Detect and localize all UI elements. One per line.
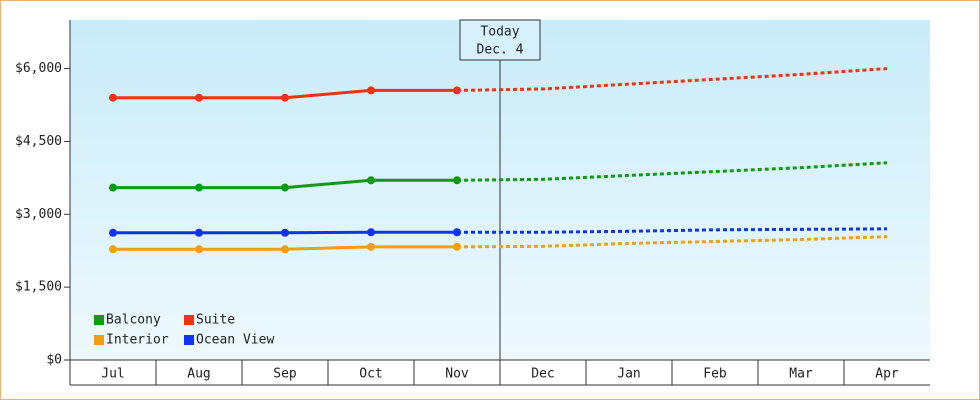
point (109, 93, 117, 102)
point (453, 228, 461, 237)
today-label: Today (480, 25, 519, 40)
point (367, 176, 375, 185)
forecast-line (456, 235, 888, 249)
point (195, 93, 203, 102)
point (281, 228, 289, 237)
y-tick-label: $1,500 (15, 280, 62, 295)
point (453, 242, 461, 251)
point (367, 228, 375, 237)
point (367, 242, 375, 251)
point (367, 86, 375, 95)
y-tick-label: $4,500 (15, 134, 62, 149)
point (109, 183, 117, 192)
x-tick-label: Jul (101, 367, 124, 382)
x-tick-label: Sep (273, 367, 297, 382)
point (195, 245, 203, 254)
legend-label: Balcony (106, 313, 161, 328)
y-tick-label: $0 (46, 353, 62, 368)
legend-label: Ocean View (196, 333, 274, 348)
point (109, 245, 117, 254)
point (109, 228, 117, 237)
legend-label: Suite (196, 313, 235, 328)
legend-swatch (184, 315, 194, 325)
x-tick-label: Apr (875, 367, 899, 382)
x-tick-label: Jan (617, 367, 640, 382)
y-tick-label: $3,000 (15, 207, 62, 222)
point (453, 86, 461, 95)
point (281, 245, 289, 254)
x-tick-label: Feb (703, 367, 727, 382)
x-tick-label: Aug (187, 367, 210, 382)
forecast-line (456, 161, 888, 182)
point (195, 183, 203, 192)
legend-label: Interior (106, 333, 169, 348)
x-tick-label: Mar (789, 367, 813, 382)
x-tick-label: Oct (359, 367, 382, 382)
today-label: Dec. 4 (477, 43, 524, 58)
point (453, 176, 461, 185)
legend-swatch (94, 315, 104, 325)
x-tick-label: Dec (531, 367, 554, 382)
point (281, 93, 289, 102)
legend-swatch (94, 335, 104, 345)
point (281, 183, 289, 192)
today-box (459, 19, 541, 61)
legend-swatch (184, 335, 194, 345)
y-tick-label: $6,000 (15, 61, 62, 76)
point (195, 228, 203, 237)
forecast-line (456, 67, 888, 92)
forecast-line (457, 227, 888, 234)
x-tick-label: Nov (445, 367, 469, 382)
